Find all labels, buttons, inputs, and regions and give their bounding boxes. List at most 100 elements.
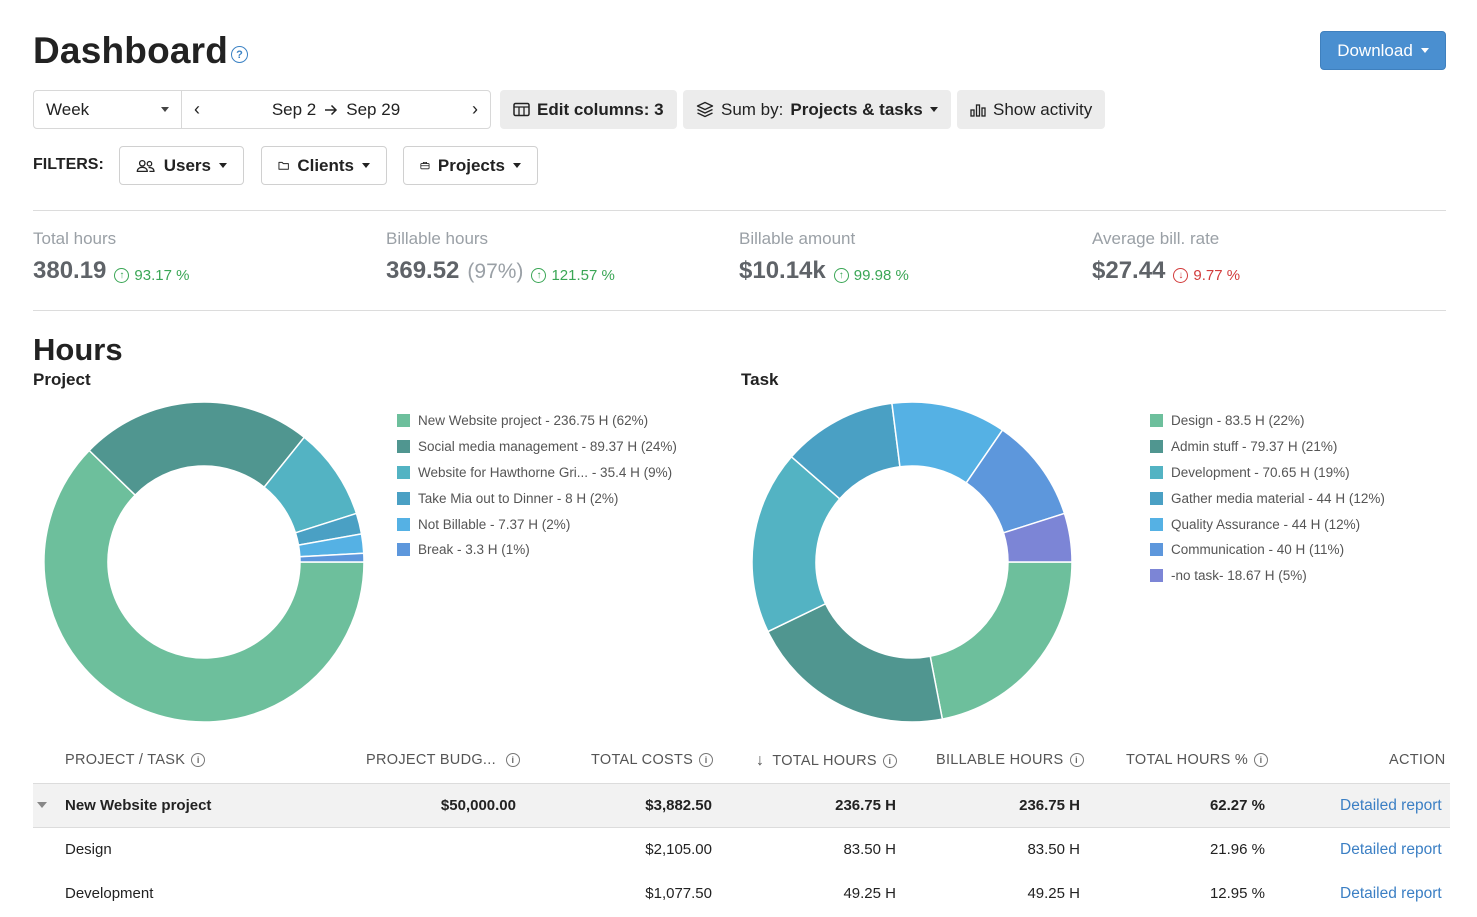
legend-item[interactable]: Break - 3.3 H (1%) <box>397 537 677 563</box>
legend-label: Admin stuff - 79.37 H (21%) <box>1171 439 1338 455</box>
arrow-up-icon: ↑ <box>114 268 130 283</box>
divider <box>33 210 1446 211</box>
legend-item[interactable]: New Website project - 236.75 H (62%) <box>397 408 677 434</box>
project-donut-chart <box>43 401 365 723</box>
col-total-costs[interactable]: TOTAL COSTS i <box>591 752 714 768</box>
show-activity-button[interactable]: Show activity <box>957 90 1106 129</box>
info-icon[interactable]: i <box>699 753 714 767</box>
date-range-picker[interactable]: ‹ Sep 2 Sep 29 › <box>181 90 491 129</box>
sort-down-icon: ↓ <box>756 752 765 769</box>
detailed-report-link[interactable]: Detailed report <box>1340 797 1442 814</box>
projects-filter-label: Projects <box>437 155 505 175</box>
users-icon <box>136 159 155 172</box>
date-to[interactable]: Sep 29 <box>346 99 401 119</box>
legend-item[interactable]: Communication - 40 H (11%) <box>1150 537 1385 563</box>
legend-item[interactable]: Quality Assurance - 44 H (12%) <box>1150 511 1385 537</box>
legend-swatch <box>1150 569 1163 583</box>
info-icon[interactable]: i <box>1254 753 1269 767</box>
legend-label: New Website project - 236.75 H (62%) <box>418 413 649 429</box>
chevron-left-icon[interactable]: ‹ <box>194 99 200 119</box>
sum-by-button[interactable]: Sum by: Projects & tasks <box>683 90 951 129</box>
legend-item[interactable]: Design - 83.5 H (22%) <box>1150 408 1385 434</box>
donut-slice[interactable] <box>299 552 365 563</box>
legend-label: Website for Hawthorne Gri... - 35.4 H (9… <box>418 464 673 480</box>
sum-by-value: Projects & tasks <box>790 99 923 119</box>
info-icon[interactable]: i <box>1069 753 1084 767</box>
col-billable-hours[interactable]: BILLABLE HOURS i <box>936 752 1084 768</box>
caret-down-icon <box>513 163 521 168</box>
stat-value: 369.52 <box>386 257 460 284</box>
bar-chart-icon <box>970 103 986 117</box>
table-row[interactable] <box>33 783 1450 828</box>
help-icon[interactable]: ? <box>231 46 248 63</box>
donut-slice[interactable] <box>43 449 365 723</box>
legend-swatch <box>1150 414 1163 428</box>
legend-swatch <box>397 543 410 557</box>
row-pct: 62.27 % <box>1209 797 1265 814</box>
donut-slice[interactable] <box>1002 512 1073 563</box>
collapse-caret-icon[interactable] <box>37 802 47 808</box>
arrow-up-icon: ↑ <box>531 268 547 283</box>
col-label: TOTAL HOURS <box>772 753 877 769</box>
row-costs: $3,882.50 <box>645 797 712 814</box>
legend-swatch <box>397 414 410 428</box>
legend-label: -no task- 18.67 H (5%) <box>1171 568 1307 584</box>
caret-down-icon <box>929 107 938 112</box>
row-pct: 12.95 % <box>1209 885 1265 902</box>
date-from[interactable]: Sep 2 <box>271 99 317 119</box>
legend-item[interactable]: Not Billable - 7.37 H (2%) <box>397 511 677 537</box>
arrow-right-icon <box>325 104 338 115</box>
download-label: Download <box>1337 40 1413 60</box>
legend-label: Break - 3.3 H (1%) <box>418 542 530 558</box>
legend-item[interactable]: Gather media material - 44 H (12%) <box>1150 485 1385 511</box>
columns-icon <box>513 102 530 117</box>
info-icon[interactable]: i <box>505 753 520 767</box>
donut-slice[interactable] <box>929 561 1073 720</box>
row-billable: 49.25 H <box>1027 885 1080 902</box>
legend-label: Design - 83.5 H (22%) <box>1171 413 1305 429</box>
show-activity-label: Show activity <box>993 99 1093 119</box>
info-icon[interactable]: i <box>882 754 897 768</box>
hours-title: Hours <box>33 332 123 367</box>
legend-item[interactable]: Social media management - 89.37 H (24%) <box>397 434 677 460</box>
stat-delta-value: 93.17 % <box>134 267 190 284</box>
period-select[interactable]: Week <box>33 90 182 129</box>
edit-columns-label: Edit columns: 3 <box>537 99 664 119</box>
task-chart-title: Task <box>741 370 779 389</box>
users-filter-button[interactable]: Users <box>119 146 244 185</box>
clients-filter-button[interactable]: Clients <box>261 146 387 185</box>
row-hours: 49.25 H <box>843 885 896 902</box>
projects-filter-button[interactable]: Projects <box>403 146 538 185</box>
briefcase-icon <box>420 161 430 170</box>
chevron-right-icon[interactable]: › <box>471 99 478 119</box>
row-billable: 83.50 H <box>1027 841 1080 858</box>
col-total-hours-pct[interactable]: TOTAL HOURS % i <box>1126 752 1269 768</box>
info-icon[interactable]: i <box>191 753 206 767</box>
col-label: PROJECT / TASK <box>65 752 186 768</box>
divider <box>33 310 1446 311</box>
legend-item[interactable]: Website for Hawthorne Gri... - 35.4 H (9… <box>397 460 677 486</box>
stat-avg-rate: $27.44 ↓ 9.77 % <box>1092 257 1240 285</box>
layers-icon <box>696 101 714 118</box>
col-project-budget[interactable]: PROJECT BUDG... i <box>366 752 520 768</box>
row-name: Development <box>65 885 154 902</box>
legend-item[interactable]: Take Mia out to Dinner - 8 H (2%) <box>397 485 677 511</box>
legend-item[interactable]: -no task- 18.67 H (5%) <box>1150 563 1385 589</box>
legend-item[interactable]: Development - 70.65 H (19%) <box>1150 460 1385 486</box>
donut-slice[interactable] <box>88 401 306 497</box>
detailed-report-link[interactable]: Detailed report <box>1340 841 1442 858</box>
edit-columns-button[interactable]: Edit columns: 3 <box>500 90 677 129</box>
legend-swatch <box>1150 517 1163 531</box>
download-button[interactable]: Download <box>1320 31 1446 70</box>
stat-delta: ↑ 93.17 % <box>114 267 189 284</box>
sum-by-prefix: Sum by: <box>721 99 784 119</box>
stat-delta-value: 9.77 % <box>1193 267 1241 284</box>
legend-swatch <box>397 465 410 479</box>
col-total-hours[interactable]: ↓ TOTAL HOURS i <box>756 752 897 770</box>
col-project-task[interactable]: PROJECT / TASK i <box>65 752 206 768</box>
legend-item[interactable]: Admin stuff - 79.37 H (21%) <box>1150 434 1385 460</box>
donut-slice[interactable] <box>766 602 944 723</box>
stat-total-hours: 380.19 ↑ 93.17 % <box>33 257 189 285</box>
row-name: New Website project <box>65 797 212 814</box>
detailed-report-link[interactable]: Detailed report <box>1340 885 1442 902</box>
